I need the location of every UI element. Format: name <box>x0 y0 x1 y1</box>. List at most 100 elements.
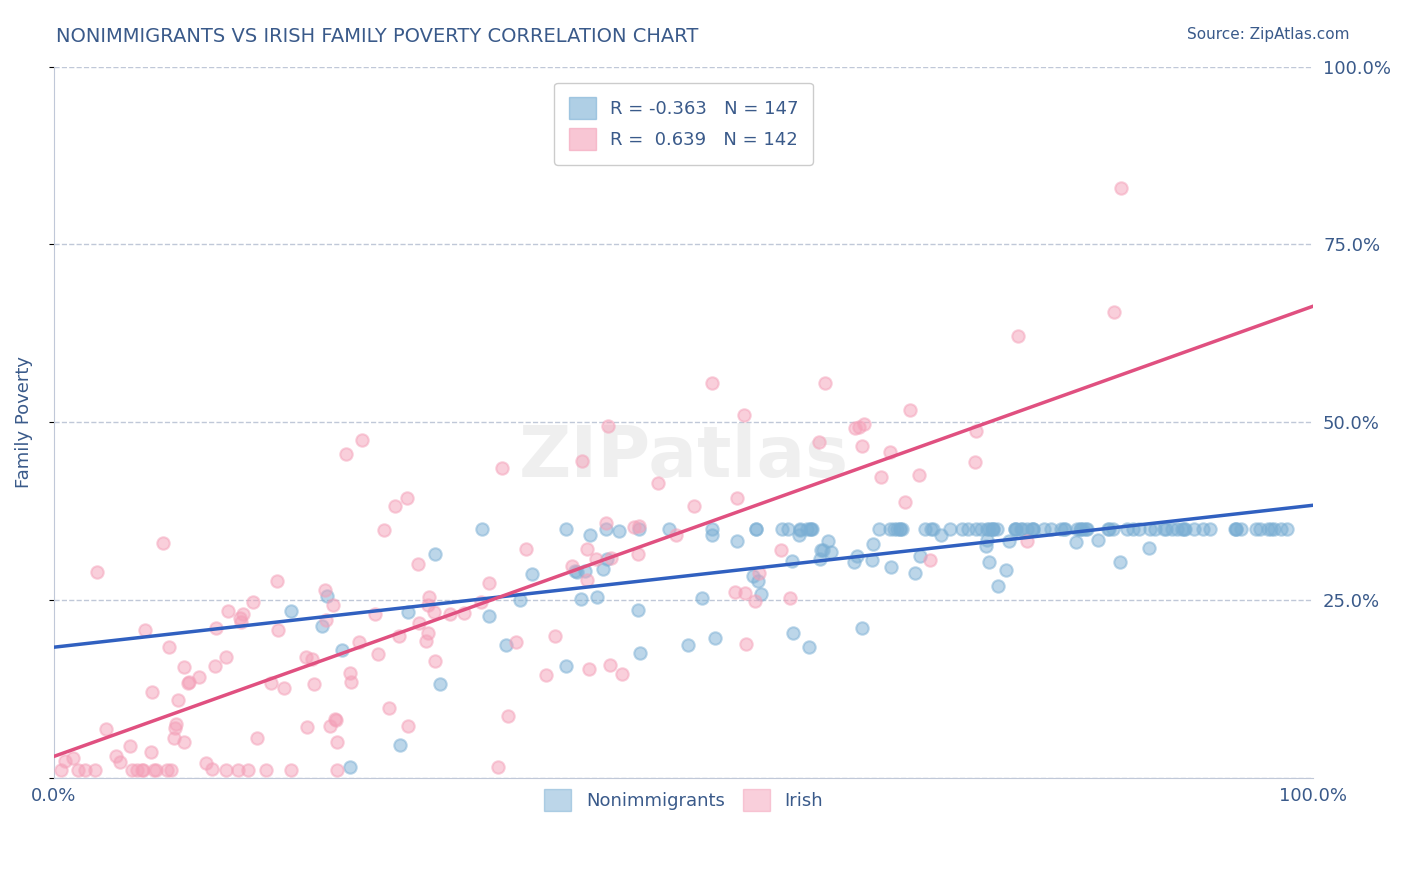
Point <box>177 675 200 690</box>
Point <box>607 524 630 538</box>
Point <box>987 579 1010 593</box>
Point <box>920 552 942 566</box>
Point <box>1263 522 1285 536</box>
Point <box>1066 534 1088 549</box>
Point <box>1173 522 1195 536</box>
Point <box>922 522 945 536</box>
Point <box>378 701 401 715</box>
Point <box>1166 522 1188 536</box>
Point <box>347 634 370 648</box>
Point <box>396 719 419 733</box>
Point <box>330 642 353 657</box>
Point <box>995 563 1018 577</box>
Point <box>226 764 249 778</box>
Text: ZIPatlas: ZIPatlas <box>519 423 849 492</box>
Point <box>84 764 107 778</box>
Point <box>599 657 621 672</box>
Point <box>894 495 917 509</box>
Point <box>1192 522 1215 536</box>
Point <box>970 522 993 536</box>
Point <box>586 590 609 604</box>
Point <box>62 751 84 765</box>
Point <box>1154 522 1177 536</box>
Point <box>789 522 811 536</box>
Point <box>820 544 842 558</box>
Point <box>1260 522 1282 536</box>
Point <box>131 764 153 778</box>
Point <box>478 609 501 624</box>
Point <box>325 712 347 726</box>
Point <box>1074 522 1097 536</box>
Point <box>1223 522 1246 536</box>
Point <box>579 528 602 542</box>
Point <box>683 499 706 513</box>
Point <box>799 522 821 536</box>
Point <box>939 522 962 536</box>
Point <box>396 605 419 619</box>
Point <box>187 670 209 684</box>
Point <box>229 610 252 624</box>
Point <box>165 717 187 731</box>
Point <box>1249 522 1271 536</box>
Point <box>177 676 200 690</box>
Point <box>585 552 607 566</box>
Point <box>496 708 519 723</box>
Point <box>748 566 770 581</box>
Point <box>1257 522 1279 536</box>
Point <box>1071 522 1094 536</box>
Point <box>981 522 1004 536</box>
Point <box>741 569 763 583</box>
Point <box>231 615 253 630</box>
Point <box>965 522 987 536</box>
Point <box>842 555 865 569</box>
Point <box>1033 522 1056 536</box>
Point <box>67 764 90 778</box>
Point <box>779 591 801 605</box>
Point <box>51 764 73 778</box>
Point <box>127 764 149 778</box>
Point <box>141 684 163 698</box>
Point <box>692 591 714 605</box>
Point <box>814 376 837 390</box>
Point <box>418 591 440 605</box>
Point <box>879 522 901 536</box>
Point <box>929 528 952 542</box>
Point <box>1246 522 1268 536</box>
Point <box>520 566 543 581</box>
Point <box>259 676 281 690</box>
Point <box>388 628 411 642</box>
Y-axis label: Family Poverty: Family Poverty <box>15 356 32 488</box>
Point <box>745 522 768 536</box>
Point <box>735 637 758 651</box>
Point <box>725 533 748 548</box>
Point <box>800 522 823 536</box>
Point <box>576 541 599 556</box>
Point <box>145 764 167 778</box>
Point <box>373 523 395 537</box>
Point <box>920 522 942 536</box>
Point <box>295 650 318 665</box>
Point <box>1076 522 1098 536</box>
Point <box>1137 541 1160 556</box>
Point <box>749 587 772 601</box>
Point <box>254 764 277 778</box>
Point <box>110 756 132 770</box>
Point <box>215 649 238 664</box>
Point <box>789 523 811 537</box>
Point <box>335 446 357 460</box>
Point <box>1011 522 1033 536</box>
Point <box>425 547 447 561</box>
Text: Source: ZipAtlas.com: Source: ZipAtlas.com <box>1187 27 1350 42</box>
Point <box>981 522 1004 536</box>
Point <box>569 592 592 607</box>
Point <box>325 714 347 728</box>
Point <box>352 434 374 448</box>
Point <box>976 533 998 547</box>
Point <box>1098 522 1121 536</box>
Point <box>986 522 1008 536</box>
Point <box>725 491 748 505</box>
Point <box>1010 522 1032 536</box>
Point <box>628 647 651 661</box>
Point <box>1161 522 1184 536</box>
Point <box>595 516 617 530</box>
